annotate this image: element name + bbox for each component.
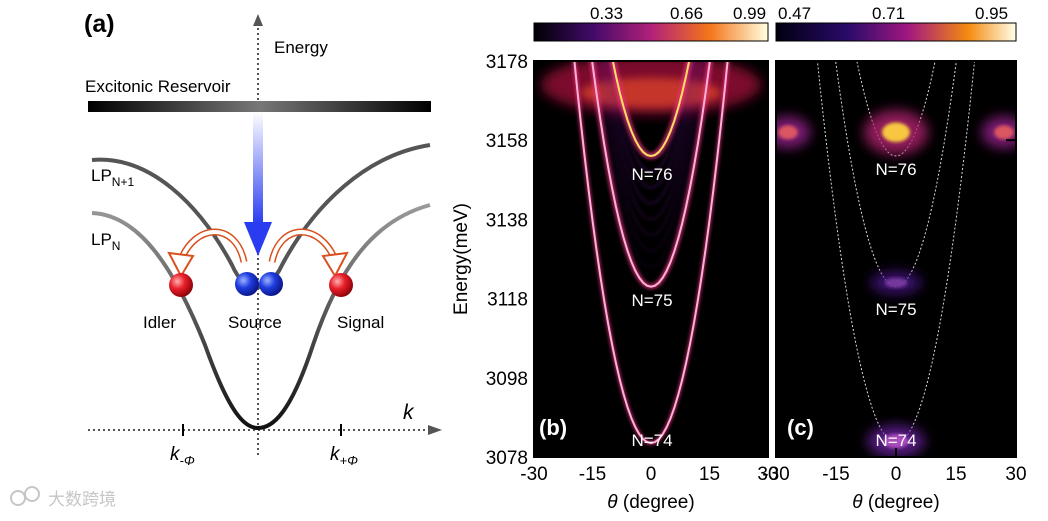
panel-c-emission-spot-core (778, 125, 798, 140)
panel-c: 0.47 0.71 0.95 (c) N=76 N=75 N=74 (775, 4, 1017, 458)
panel-b-fringe (595, 61, 707, 253)
x-tick-label-b: 0 (646, 464, 657, 485)
panel-c-mode-75: N=75 (875, 300, 916, 319)
panel-b-mode-curve-0 (611, 61, 691, 158)
k-minus-label: k-Φ (170, 444, 195, 468)
energy-axis-label: Energy (274, 38, 328, 57)
x-tick-label-c: 15 (945, 464, 966, 485)
colorbar-c (775, 22, 1017, 42)
reservoir-label: Excitonic Reservoir (85, 77, 231, 96)
panel-b-mode-74: N=74 (631, 431, 672, 450)
x-axis-label-c: θ (degree) (852, 492, 939, 513)
scatter-arrow-to-idler-inner (178, 230, 246, 263)
idler-label: Idler (143, 313, 176, 332)
colorbar-b (533, 22, 769, 42)
watermark-logo-icon-2 (24, 486, 40, 502)
panel-c-mode-74: N=74 (875, 431, 916, 450)
scatter-arrow-to-signal-inner (270, 230, 338, 263)
lp-n-plus-1-label: LPN+1 (91, 166, 134, 189)
source-label: Source (228, 313, 282, 332)
scatter-arrowhead-signal (321, 251, 349, 279)
panel-b-fringe (600, 61, 702, 221)
panel-c-mode-guide-0 (856, 61, 936, 157)
panel-b-mode-curve-1 (591, 61, 711, 288)
x-tick-label-b: 30 (757, 464, 778, 485)
panel-c-label: (c) (787, 415, 814, 440)
panel-b: 0.33 0.66 0.99 (b) N=76 N=75 N=74 (533, 4, 769, 458)
colorbar-b-tick-1: 0.33 (590, 4, 623, 23)
k-axis-label: k (403, 401, 415, 424)
x-tick-label-c: 30 (1005, 464, 1026, 485)
x-tick-label-b: -30 (520, 464, 547, 485)
x-tick-label-c: -30 (762, 464, 789, 485)
pump-arrow-shaft (253, 112, 263, 224)
idler-particle (169, 273, 193, 297)
x-tick-label-b: -15 (579, 464, 606, 485)
panel-b-label: (b) (539, 415, 567, 440)
y-tick-label: 3098 (486, 369, 528, 390)
x-tick-label-c: 0 (891, 464, 902, 485)
panel-b-fringe (593, 61, 709, 269)
panel-b-mode-75: N=75 (631, 291, 672, 310)
panel-b-mode-curve-2 (573, 61, 729, 445)
colorbar-b-tick-3: 0.99 (733, 4, 766, 23)
y-tick-label: 3138 (486, 210, 528, 231)
signal-label: Signal (337, 313, 384, 332)
y-tick-label: 3158 (486, 131, 528, 152)
x-tick-label-c: -15 (822, 464, 849, 485)
panel-b-fringe (608, 61, 694, 174)
scatter-arrowhead-idler (167, 251, 195, 279)
watermark: 大数跨境 (10, 486, 116, 509)
panel-b-fringe (597, 61, 705, 237)
panel-c-mode-76: N=76 (875, 160, 916, 179)
energy-axis-arrowhead (253, 14, 263, 26)
panel-c-emission-spot-core (882, 122, 910, 143)
source-particle-right (259, 272, 283, 296)
y-tick-label: 3078 (486, 448, 528, 469)
y-tick-label: 3118 (487, 290, 528, 311)
colorbar-c-tick-3: 0.95 (975, 4, 1008, 23)
panel-b-background (534, 61, 768, 457)
panel-b-mode-76: N=76 (631, 165, 672, 184)
lp-n-curve (91, 203, 431, 431)
panel-b-fringe (605, 61, 697, 190)
pump-arrow-head (244, 222, 272, 256)
excitonic-reservoir-bar (88, 101, 431, 112)
colorbar-b-tick-2: 0.66 (670, 4, 703, 23)
watermark-logo-icon (10, 490, 26, 506)
x-axis-label-b: θ (degree) (607, 492, 694, 513)
colorbar-c-tick-1: 0.47 (778, 4, 811, 23)
source-particle-left (235, 272, 259, 296)
panel-a-label: (a) (84, 10, 115, 38)
lp-n-label: LPN (91, 230, 120, 253)
panel-c-emission-spot-core (884, 277, 908, 288)
colorbar-c-tick-2: 0.71 (872, 4, 905, 23)
watermark-text: 大数跨境 (48, 490, 116, 509)
y-tick-label: 3178 (486, 52, 528, 73)
k-axis-arrowhead (428, 425, 442, 435)
y-axis-label: Energy(meV) (451, 203, 472, 315)
x-tick-label-b: 15 (699, 464, 720, 485)
k-plus-label: k+Φ (330, 444, 358, 468)
panel-a: (a) Energy k Excitonic Reservoir LPN+1 L… (84, 10, 442, 468)
panel-c-emission-spot-core (883, 434, 909, 449)
signal-particle (329, 273, 353, 297)
panel-b-fringe (602, 61, 700, 206)
panel-c-emission-spot-core (994, 125, 1014, 140)
